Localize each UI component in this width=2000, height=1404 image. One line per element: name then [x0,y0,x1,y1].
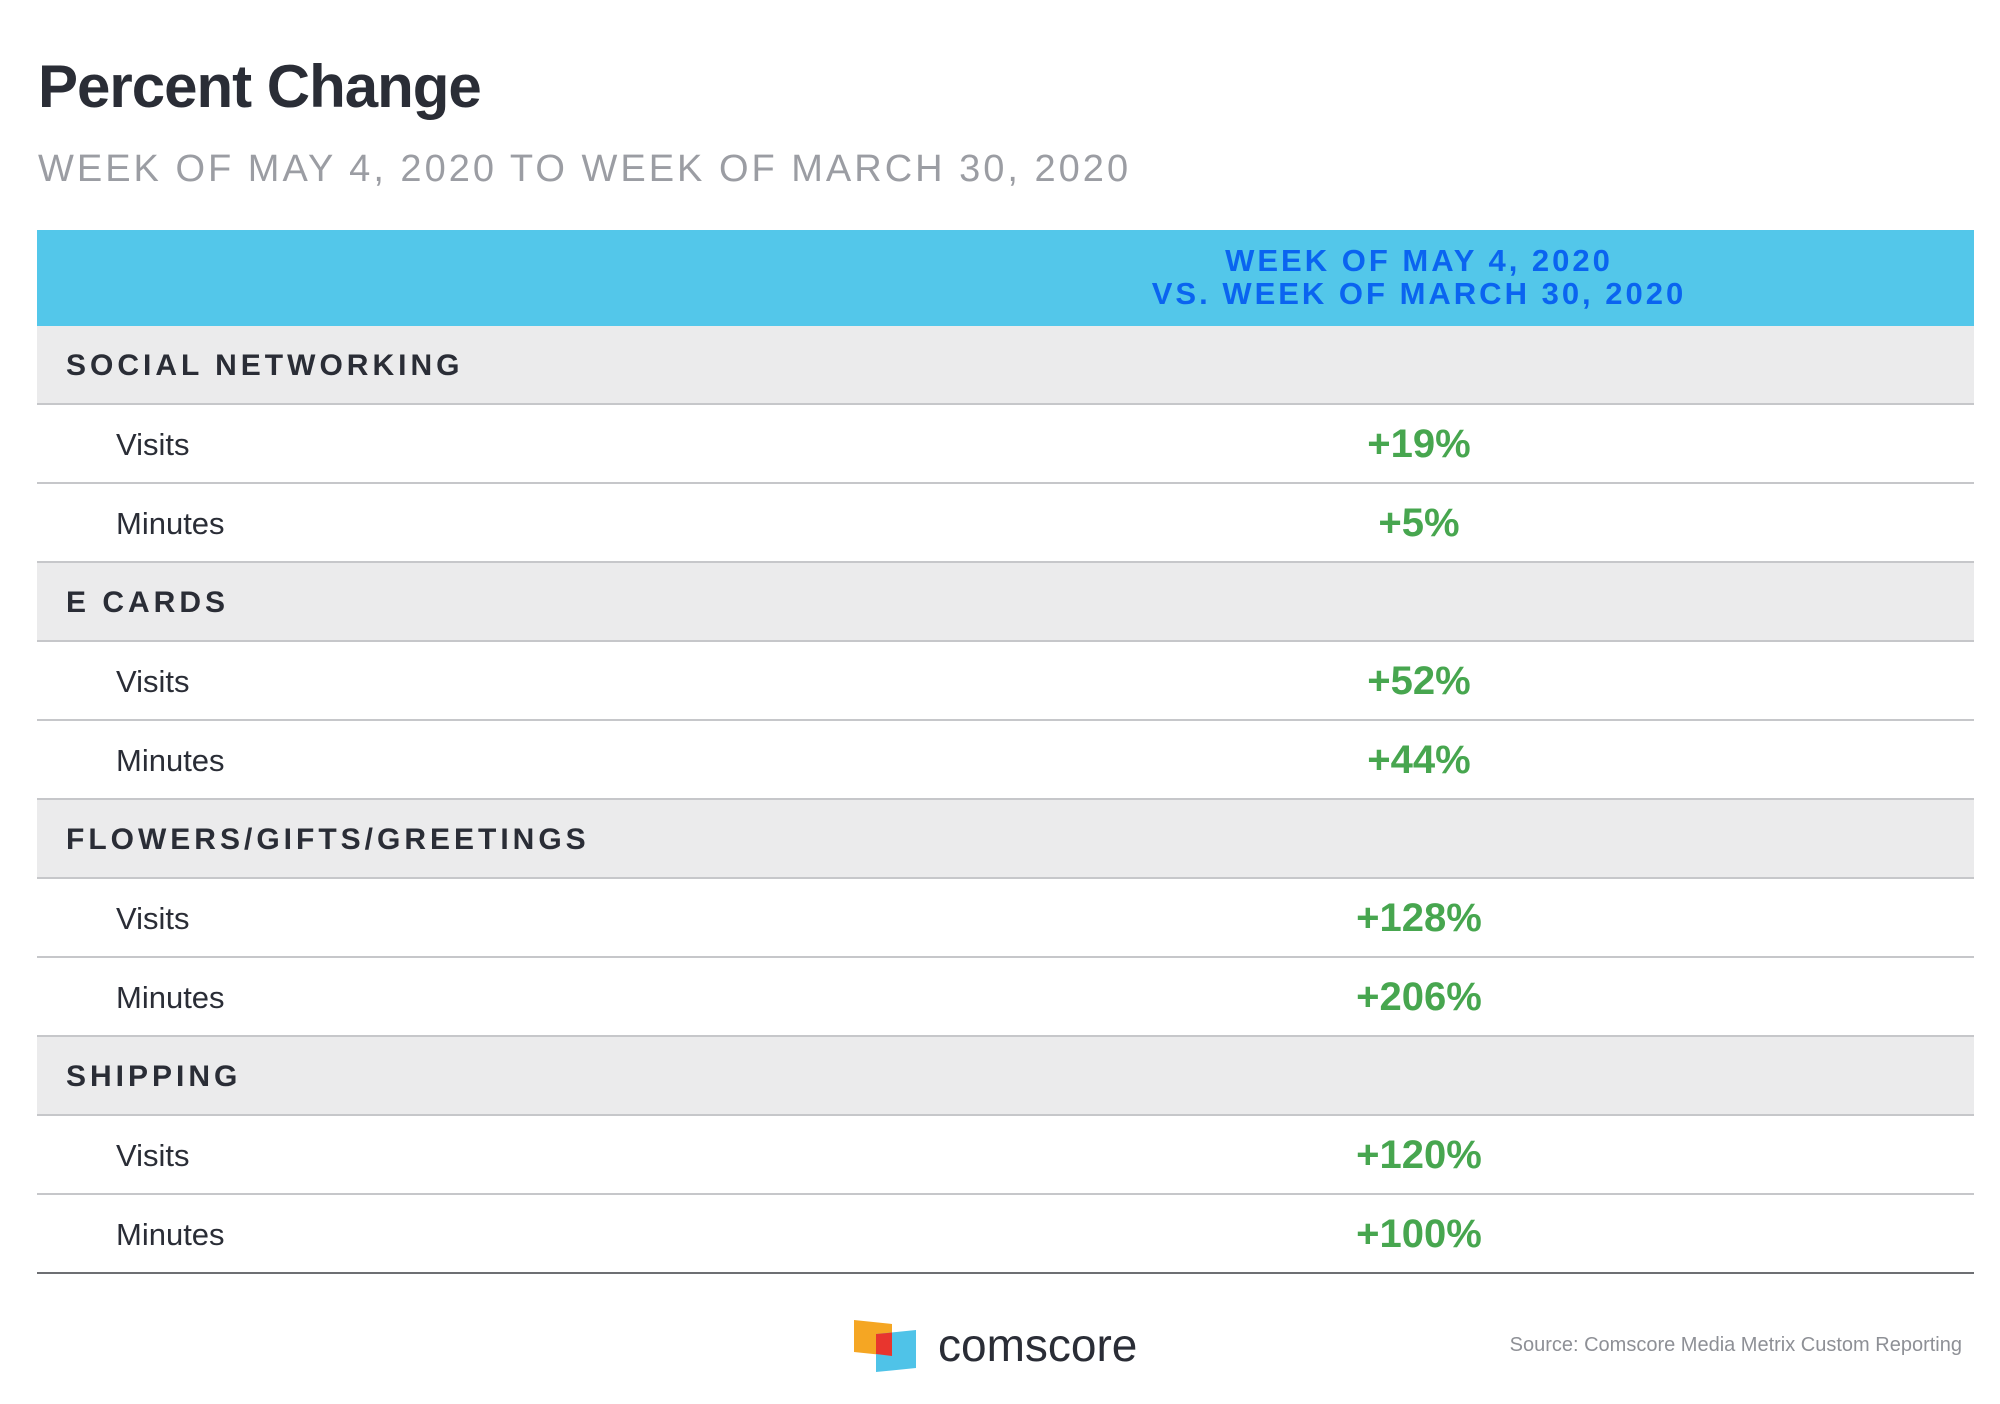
chart-title: Percent Change [38,53,482,120]
table-row: Visits +120% [37,1116,1974,1195]
category-row: E CARDS [37,563,1974,642]
category-row: SOCIAL NETWORKING [37,326,1974,405]
metric-label: Minutes [116,980,225,1015]
column-header-line1: WEEK OF MAY 4, 2020 [1225,243,1613,278]
category-label: SOCIAL NETWORKING [66,349,464,382]
table-row: Visits +19% [37,405,1974,484]
percent-change-value: +19% [1367,422,1471,466]
table-row: Minutes +206% [37,958,1974,1037]
category-label: SHIPPING [66,1060,242,1093]
percent-change-value: +52% [1367,659,1471,703]
table-row: Minutes +44% [37,721,1974,800]
table-header: WEEK OF MAY 4, 2020 VS. WEEK OF MARCH 30… [37,230,1974,326]
metric-label: Minutes [116,743,225,778]
percent-change-table: WEEK OF MAY 4, 2020 VS. WEEK OF MARCH 30… [37,230,1974,1274]
category-row: FLOWERS/GIFTS/GREETINGS [37,800,1974,879]
category-label: FLOWERS/GIFTS/GREETINGS [66,823,590,856]
percent-change-value: +5% [1378,501,1460,545]
source-note: Source: Comscore Media Metrix Custom Rep… [1509,1334,1962,1356]
comscore-logo-text: comscore [938,1319,1138,1371]
category-row: SHIPPING [37,1037,1974,1116]
metric-label: Visits [116,1138,190,1173]
category-label: E CARDS [66,586,230,619]
table-row: Visits +128% [37,879,1974,958]
metric-label: Visits [116,901,190,936]
column-header: WEEK OF MAY 4, 2020 VS. WEEK OF MARCH 30… [1069,244,1769,310]
percent-change-value: +128% [1356,896,1482,940]
chart-subtitle: WEEK OF MAY 4, 2020 TO WEEK OF MARCH 30,… [38,148,1132,190]
table-row: Minutes +5% [37,484,1974,563]
metric-label: Minutes [116,1217,225,1252]
table-body: SOCIAL NETWORKING Visits +19% Minutes +5% E C… [37,326,1974,1274]
percent-change-value: +120% [1356,1133,1482,1177]
comscore-logo-icon [854,1320,916,1372]
percent-change-value: +44% [1367,738,1471,782]
percent-change-value: +206% [1356,975,1482,1019]
table-row: Minutes +100% [37,1195,1974,1274]
percent-change-value: +100% [1356,1212,1482,1256]
table-row: Visits +52% [37,642,1974,721]
metric-label: Visits [116,427,190,462]
column-header-line2: VS. WEEK OF MARCH 30, 2020 [1151,276,1687,311]
metric-label: Visits [116,664,190,699]
metric-label: Minutes [116,506,225,541]
